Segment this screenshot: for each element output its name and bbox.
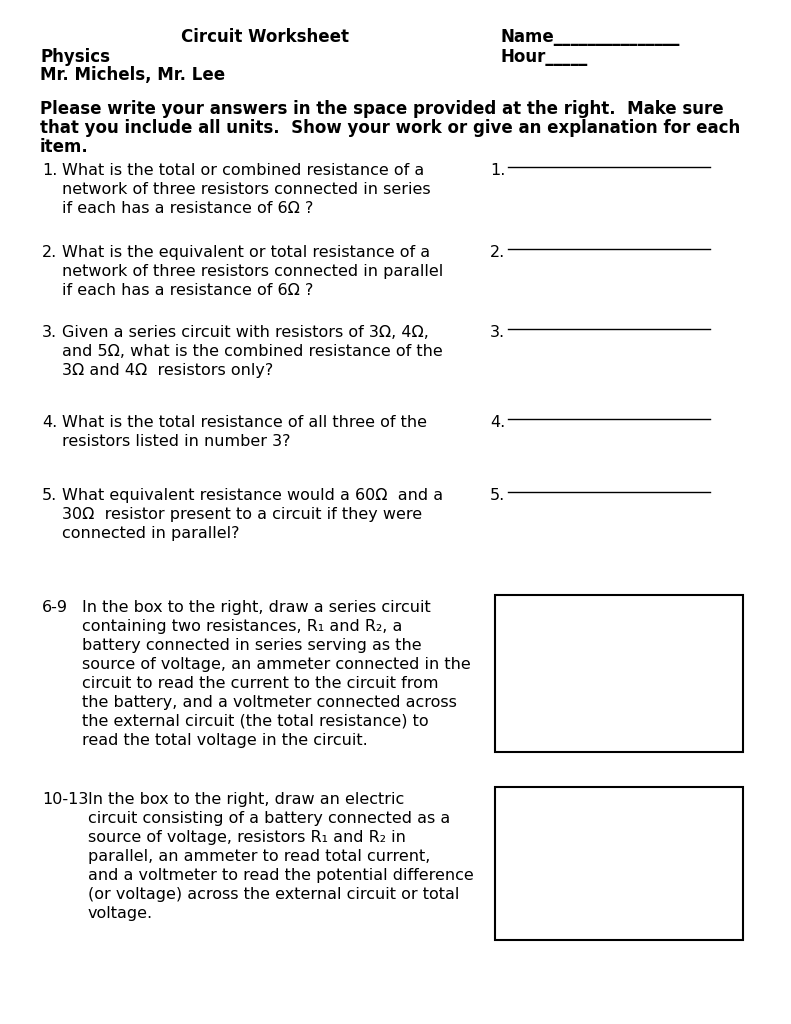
Text: 1.: 1. [42, 163, 58, 178]
Text: containing two resistances, R₁ and R₂, a: containing two resistances, R₁ and R₂, a [82, 618, 403, 634]
Text: item.: item. [40, 138, 89, 156]
Text: 4.: 4. [490, 415, 505, 430]
Text: Please write your answers in the space provided at the right.  Make sure: Please write your answers in the space p… [40, 100, 724, 118]
Text: if each has a resistance of 6Ω ?: if each has a resistance of 6Ω ? [62, 283, 313, 298]
Bar [495, 787, 743, 940]
Text: 2.: 2. [42, 245, 57, 260]
Text: and a voltmeter to read the potential difference: and a voltmeter to read the potential di… [88, 868, 474, 883]
Text: if each has a resistance of 6Ω ?: if each has a resistance of 6Ω ? [62, 201, 313, 216]
Text: source of voltage, resistors R₁ and R₂ in: source of voltage, resistors R₁ and R₂ i… [88, 830, 406, 845]
Text: What equivalent resistance would a 60Ω  and a: What equivalent resistance would a 60Ω a… [62, 488, 443, 503]
Text: What is the total or combined resistance of a: What is the total or combined resistance… [62, 163, 424, 178]
Text: the battery, and a voltmeter connected across: the battery, and a voltmeter connected a… [82, 695, 457, 710]
Text: (or voltage) across the external circuit or total: (or voltage) across the external circuit… [88, 887, 460, 902]
Text: 6-9: 6-9 [42, 600, 68, 615]
Text: and 5Ω, what is the combined resistance of the: and 5Ω, what is the combined resistance … [62, 344, 443, 359]
Text: 1.: 1. [490, 163, 505, 178]
Text: Physics: Physics [40, 48, 110, 66]
Text: 3.: 3. [42, 325, 57, 340]
Text: battery connected in series serving as the: battery connected in series serving as t… [82, 638, 422, 653]
Text: 3.: 3. [490, 325, 505, 340]
Text: In the box to the right, draw an electric: In the box to the right, draw an electri… [88, 792, 404, 807]
Text: Hour_____: Hour_____ [500, 48, 587, 66]
Text: circuit consisting of a battery connected as a: circuit consisting of a battery connecte… [88, 811, 450, 826]
Text: 2.: 2. [490, 245, 505, 260]
Text: What is the total resistance of all three of the: What is the total resistance of all thre… [62, 415, 427, 430]
Text: that you include all units.  Show your work or give an explanation for each: that you include all units. Show your wo… [40, 119, 740, 137]
Text: the external circuit (the total resistance) to: the external circuit (the total resistan… [82, 714, 429, 729]
Text: 5.: 5. [42, 488, 57, 503]
Bar [495, 595, 743, 752]
Text: network of three resistors connected in series: network of three resistors connected in … [62, 182, 430, 197]
Text: Name_______________: Name_______________ [500, 28, 679, 46]
Text: read the total voltage in the circuit.: read the total voltage in the circuit. [82, 733, 368, 748]
Text: Given a series circuit with resistors of 3Ω, 4Ω,: Given a series circuit with resistors of… [62, 325, 429, 340]
Text: Circuit Worksheet: Circuit Worksheet [181, 28, 349, 46]
Text: 4.: 4. [42, 415, 57, 430]
Text: circuit to read the current to the circuit from: circuit to read the current to the circu… [82, 676, 438, 691]
Text: resistors listed in number 3?: resistors listed in number 3? [62, 434, 290, 449]
Text: voltage.: voltage. [88, 906, 153, 921]
Text: network of three resistors connected in parallel: network of three resistors connected in … [62, 264, 443, 279]
Text: Mr. Michels, Mr. Lee: Mr. Michels, Mr. Lee [40, 66, 225, 84]
Text: 5.: 5. [490, 488, 505, 503]
Text: 3Ω and 4Ω  resistors only?: 3Ω and 4Ω resistors only? [62, 362, 273, 378]
Text: source of voltage, an ammeter connected in the: source of voltage, an ammeter connected … [82, 657, 471, 672]
Text: connected in parallel?: connected in parallel? [62, 526, 240, 541]
Text: What is the equivalent or total resistance of a: What is the equivalent or total resistan… [62, 245, 430, 260]
Text: parallel, an ammeter to read total current,: parallel, an ammeter to read total curre… [88, 849, 430, 864]
Text: 10-13: 10-13 [42, 792, 89, 807]
Text: In the box to the right, draw a series circuit: In the box to the right, draw a series c… [82, 600, 431, 615]
Text: 30Ω  resistor present to a circuit if they were: 30Ω resistor present to a circuit if the… [62, 507, 422, 522]
